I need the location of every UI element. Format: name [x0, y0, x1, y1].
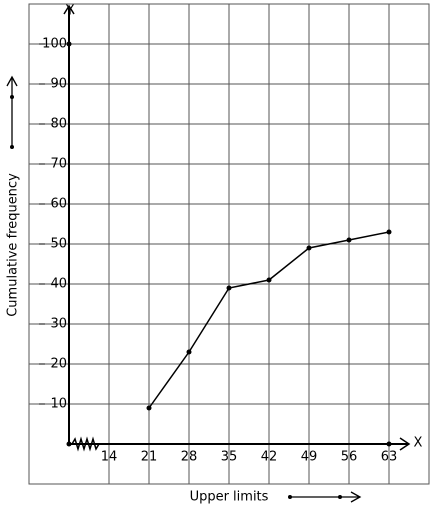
axis-dot	[386, 441, 392, 447]
y-tick-label: 20	[50, 357, 67, 372]
deco-dot	[288, 495, 292, 499]
y-tick-label: 60	[50, 197, 67, 212]
y-tick-label: 70	[50, 157, 67, 172]
y-tick-label: 90	[50, 77, 67, 92]
deco-dot	[10, 95, 14, 99]
x-tick-label: 49	[301, 450, 318, 465]
deco-arrow-head	[6, 75, 18, 87]
x-tick-label: 42	[261, 450, 278, 465]
y-axis-title: Cumulative frequency	[6, 173, 21, 317]
x-arrow	[399, 437, 411, 451]
deco-arrow-head	[350, 491, 362, 503]
x-tick-label: 63	[381, 450, 398, 465]
x-axis-title: Upper limits	[190, 490, 269, 505]
point	[226, 285, 232, 291]
deco-dot	[338, 495, 342, 499]
point	[266, 277, 272, 283]
x-tick-label: 35	[221, 450, 238, 465]
y-tick-label: 50	[50, 237, 67, 252]
y-arrow	[63, 4, 75, 15]
y-letter: Y	[65, 4, 74, 19]
origin-dot	[66, 441, 72, 447]
point	[186, 349, 192, 355]
x-tick-label: 14	[101, 450, 118, 465]
axis-break	[71, 436, 100, 452]
axis-dot	[66, 41, 72, 47]
point	[146, 405, 152, 411]
y-tick-label: 80	[50, 117, 67, 132]
y-tick-label: 100	[42, 37, 67, 52]
y-tick-label: 30	[50, 317, 67, 332]
point	[306, 245, 312, 251]
point	[386, 229, 392, 235]
y-tick-label: 10	[50, 397, 67, 412]
x-tick-label: 21	[141, 450, 158, 465]
deco-dot	[10, 145, 14, 149]
x-tick-label: 56	[341, 450, 358, 465]
x-letter: X	[414, 436, 423, 451]
y-tick-label: 40	[50, 277, 67, 292]
x-tick-label: 28	[181, 450, 198, 465]
point	[346, 237, 352, 243]
grid	[29, 4, 429, 484]
